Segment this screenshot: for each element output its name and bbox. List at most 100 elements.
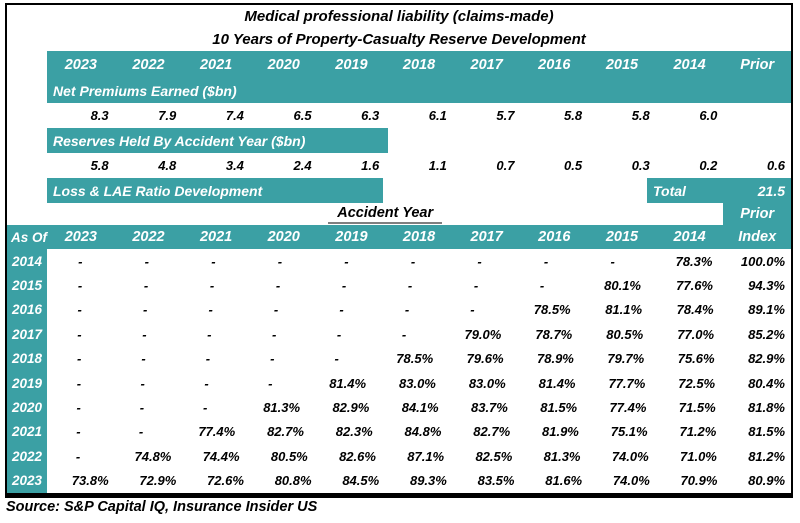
total-value: 21.5	[757, 182, 785, 199]
as-of-header-row: As Of 2023 2022 2021 2020 2019 2018 2017 2016 20…	[7, 225, 791, 249]
ratio-cell: 71.2%	[679, 424, 717, 440]
ratio-cell: 78.3%	[675, 253, 713, 269]
ratio-cell: -	[143, 302, 148, 318]
ratio-cell: -	[275, 278, 281, 294]
ratio-cell: 84.5%	[342, 473, 380, 489]
ratio-cell: -	[211, 253, 216, 269]
source-note: Source: S&P Capital IQ, Insurance Inside…	[6, 499, 318, 515]
header-spacer	[7, 51, 47, 78]
ratio-cell: -	[77, 326, 82, 342]
ratio-cell: -	[76, 375, 82, 391]
lower-col-header: 2017	[470, 229, 503, 245]
ratio-cell: -	[270, 351, 275, 367]
value-cell: 0.6	[766, 158, 786, 173]
ratio-cell: 89.1%	[748, 302, 785, 318]
ratio-cell: 94.3%	[748, 278, 785, 294]
ratio-cell: -	[341, 278, 347, 294]
accident-year-header: Accident Year	[328, 205, 443, 224]
ratio-cell: -	[205, 351, 211, 367]
net-premiums-values-row: 8.3 7.9 7.4 6.5 6.3 6.1 5.7 5.8 5.8 6.0	[7, 103, 791, 128]
ratio-cell: -	[202, 400, 208, 416]
value-cell: 4.8	[158, 158, 177, 173]
band-spacer	[7, 178, 47, 203]
ratio-cell: 77.6%	[676, 278, 713, 294]
ratio-cell: -	[75, 448, 81, 464]
ratio-cell: -	[141, 351, 146, 367]
row-label: 2022	[7, 444, 47, 469]
ratio-cell: -	[268, 375, 273, 391]
ratio-cell: 72.9%	[139, 473, 177, 489]
ratio-cell: 77.4%	[198, 424, 236, 440]
ratio-cell: 74.4%	[202, 448, 240, 464]
lower-col-header: 2020	[267, 229, 300, 245]
ratio-cell: 83.0%	[399, 375, 436, 391]
ratio-cell: 78.9%	[537, 351, 574, 367]
ratio-cell: 100.0%	[740, 253, 786, 269]
loss-lae-band-row: Loss & LAE Ratio Development Total 21.5	[7, 178, 791, 203]
value-cell: 8.3	[90, 108, 109, 123]
lower-col-header: 2015	[605, 229, 639, 245]
ratio-cell: 74.0%	[611, 448, 649, 464]
ratio-cell: 71.0%	[680, 448, 717, 464]
ratio-cell: -	[543, 253, 549, 269]
ratio-cell: -	[470, 302, 475, 318]
upper-year-header-row: 2023 2022 2021 2020 2019 2018 2017 2016 2015 2014…	[7, 51, 791, 80]
ratio-cell: -	[204, 375, 209, 391]
ratio-cell: 77.4%	[609, 400, 647, 416]
row-label: 2023	[7, 468, 47, 493]
title-row: Medical professional liability (claims-m…	[7, 5, 791, 28]
ratio-cell: -	[209, 278, 215, 294]
upper-col-header: 2018	[402, 56, 436, 73]
row-label: 2017	[7, 322, 47, 347]
ratio-cell: 80.8%	[274, 473, 312, 489]
value-cell: 5.7	[496, 108, 515, 123]
total-label: Total	[653, 182, 686, 199]
ratio-cell: -	[138, 424, 144, 440]
accident-year-header-cell: Accident Year	[47, 203, 723, 225]
prior-header-cell: Prior	[723, 203, 791, 225]
accident-year-header-row: Accident Year Prior	[7, 203, 791, 225]
value-cell: 0.3	[631, 158, 650, 173]
row-label: 2018	[7, 346, 47, 371]
band-spacer	[7, 128, 47, 153]
row-label: 2015	[7, 273, 47, 298]
ratio-cell: 78.7%	[535, 326, 573, 342]
table-row: 2020 - - - 81.3% 82.9% 84.1% 83.7% 81.5% 77.4% 71.…	[7, 395, 791, 420]
upper-col-header: 2019	[335, 56, 368, 73]
ratio-cell: -	[207, 326, 212, 342]
value-cell: 0.5	[564, 158, 583, 173]
row-label: 2020	[7, 395, 47, 420]
ratio-cell: 81.2%	[748, 448, 786, 464]
ratio-cell: -	[143, 278, 149, 294]
ratio-cell: 81.6%	[545, 473, 583, 489]
ratio-cell: 83.7%	[470, 400, 508, 416]
ratio-cell: -	[76, 400, 81, 416]
lower-col-header: 2018	[402, 229, 436, 245]
ratio-cell: -	[76, 424, 81, 440]
ratio-cell: 82.3%	[335, 424, 373, 440]
row-label: 2014	[7, 249, 47, 274]
ratio-cell: 79.6%	[466, 351, 504, 367]
ratio-cell: -	[401, 326, 407, 342]
ratio-cell: 83.5%	[477, 473, 515, 489]
ratio-cell: 80.5%	[270, 448, 308, 464]
value-cell: 2.4	[293, 158, 312, 173]
lower-col-header: 2021	[199, 229, 233, 245]
ratio-cell: 72.5%	[678, 375, 716, 391]
ratio-cell: -	[144, 253, 149, 269]
upper-col-header: Prior	[740, 56, 775, 73]
loss-lae-label: Loss & LAE Ratio Development	[53, 182, 263, 199]
ratio-cell: -	[344, 253, 349, 269]
ratio-cell: 84.1%	[401, 400, 439, 416]
ratio-cell: 81.3%	[543, 448, 581, 464]
row-label: 2021	[7, 419, 47, 445]
ratio-cell: 84.8%	[404, 424, 442, 440]
ratio-cell: 81.3%	[263, 400, 301, 416]
ratio-cell: -	[339, 302, 344, 318]
value-cell: 5.8	[564, 108, 583, 123]
ratio-cell: 78.4%	[676, 302, 714, 318]
value-cell: 6.1	[428, 108, 447, 123]
lower-col-header: 2022	[132, 229, 165, 245]
upper-col-header: 2023	[64, 56, 97, 73]
ratio-cell: 73.8%	[71, 473, 109, 489]
